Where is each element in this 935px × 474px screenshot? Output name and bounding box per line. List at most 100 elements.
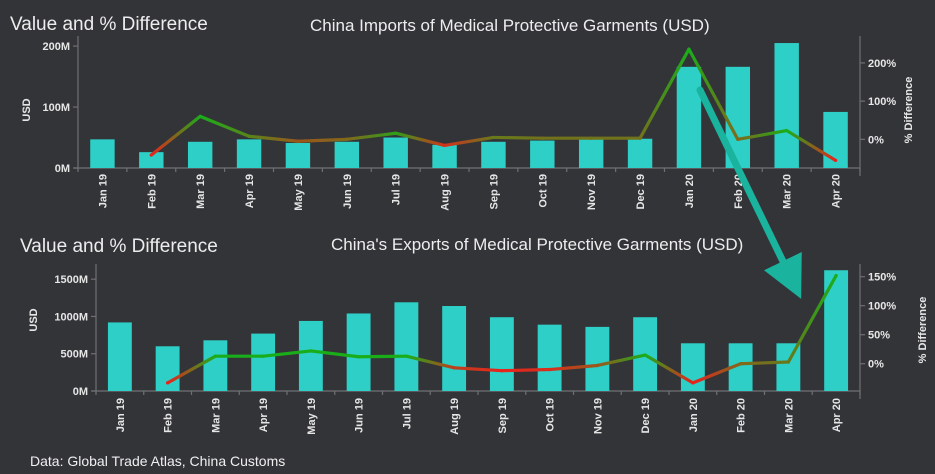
x-tick-label: Apr 19 [258, 398, 270, 432]
pct-line-segment [149, 114, 202, 157]
pct-line-segment [491, 135, 544, 140]
imports-chart: Value and % Difference China Imports of … [10, 14, 915, 211]
pct-line-segment [442, 135, 496, 148]
bar-nov-19 [585, 326, 610, 391]
exports-pct-line [166, 273, 838, 385]
y-tick-label: 1000M [54, 311, 88, 323]
pct-line-segment [309, 349, 361, 359]
pct-point-feb-20 [736, 137, 740, 141]
x-tick-label: Mar 20 [782, 174, 794, 209]
pct-line-segment [452, 366, 504, 373]
x-tick-label: Feb 19 [163, 398, 175, 433]
y-tick-label: 500M [60, 349, 88, 361]
pct-point-may-19 [309, 349, 313, 353]
exports-y2-axis: 0% 50% 100% 150% [859, 264, 896, 399]
y2-tick-label: 100% [868, 96, 896, 108]
bar-sep-19 [481, 141, 506, 168]
pct-line-segment [247, 134, 300, 143]
bar-mar-19 [203, 340, 228, 391]
pct-line-segment [691, 362, 743, 385]
bar-feb-19 [139, 152, 164, 168]
y2-tick-label: 50% [868, 330, 890, 342]
bar-jan-19 [90, 139, 115, 168]
pct-point-dec-19 [638, 136, 642, 140]
pct-line-segment [786, 273, 838, 364]
y2-tick-label: 150% [868, 272, 896, 284]
imports-y-axis-title: USD [21, 98, 33, 121]
pct-line-segment [345, 131, 398, 141]
x-tick-label: Apr 20 [831, 174, 843, 208]
exports-chart: Value and % Difference China's Exports o… [20, 235, 929, 435]
exports-y2-axis-title: % Difference [917, 297, 929, 364]
pct-line-segment [638, 47, 691, 140]
x-tick-label: Mar 19 [195, 174, 207, 209]
x-tick-label: Jan 20 [684, 174, 696, 208]
bar-aug-19 [432, 144, 457, 168]
imports-section-heading: Value and % Difference [10, 14, 208, 35]
exports-bars [107, 270, 849, 391]
pct-point-mar-19 [213, 354, 217, 358]
bar-oct-19 [530, 140, 555, 168]
imports-bars [90, 43, 848, 168]
bar-jun-19 [334, 141, 360, 168]
pct-line-segment [394, 131, 447, 148]
source-note: Data: Global Trade Atlas, China Customs [30, 453, 285, 469]
x-tick-label: Apr 20 [831, 398, 843, 432]
pct-point-feb-19 [149, 153, 153, 157]
pct-point-dec-19 [643, 353, 647, 357]
pct-line-segment [643, 353, 695, 385]
pct-point-oct-19 [540, 136, 544, 140]
x-tick-label: Dec 19 [640, 398, 652, 433]
bar-apr-19 [236, 139, 262, 168]
pct-point-jan-20 [691, 381, 695, 385]
pct-line-segment [357, 354, 408, 359]
exports-section-heading: Value and % Difference [20, 236, 218, 257]
imports-chart-title: China Imports of Medical Protective Garm… [310, 16, 710, 35]
bar-apr-19 [251, 333, 276, 391]
x-tick-label: Feb 19 [146, 174, 158, 209]
annotation-arrow [696, 86, 802, 299]
bar-jul-19 [394, 302, 419, 391]
x-tick-label: Nov 19 [586, 174, 598, 210]
pct-point-feb-19 [166, 381, 170, 385]
pct-point-sep-19 [491, 135, 496, 140]
x-tick-label: Oct 19 [545, 398, 557, 432]
bar-jun-19 [346, 313, 371, 391]
pct-point-aug-19 [442, 143, 447, 148]
x-tick-label: Oct 19 [537, 174, 549, 208]
exports-y-axis-title: USD [28, 308, 40, 331]
pct-point-may-19 [296, 139, 300, 143]
pct-point-nov-19 [589, 136, 593, 140]
pct-line-segment [595, 353, 647, 368]
bar-dec-19 [627, 138, 653, 168]
y-tick-label: 100M [42, 102, 70, 114]
pct-point-mar-19 [198, 114, 202, 119]
pct-line-segment [687, 47, 740, 141]
x-tick-label: May 19 [306, 398, 318, 435]
y-tick-label: 200M [42, 41, 70, 53]
bar-jan-20 [676, 66, 702, 168]
pct-line-segment [404, 354, 456, 370]
bar-may-19 [285, 143, 311, 168]
x-tick-label: Sep 19 [488, 174, 500, 209]
x-tick-label: Dec 19 [635, 174, 647, 209]
bar-nov-19 [578, 139, 604, 168]
bar-mar-20 [774, 43, 799, 168]
imports-y2-axis-title: % Difference [903, 77, 915, 144]
pct-line-segment [166, 354, 217, 385]
pct-point-feb-20 [739, 362, 743, 366]
pct-point-oct-19 [548, 367, 552, 372]
pct-point-sep-19 [500, 369, 504, 373]
pct-line-segment [198, 114, 251, 138]
x-tick-label: Jan 19 [115, 398, 127, 432]
x-tick-label: Apr 19 [244, 174, 256, 208]
pct-point-apr-20 [834, 273, 838, 278]
bar-oct-19 [537, 324, 562, 391]
x-tick-label: Jan 20 [688, 398, 700, 432]
bar-jul-19 [383, 137, 408, 168]
pct-line-segment [736, 128, 789, 141]
bar-may-19 [298, 320, 323, 391]
y2-tick-label: 0% [868, 359, 884, 371]
pct-point-jul-19 [404, 354, 408, 358]
bar-aug-19 [442, 306, 467, 391]
